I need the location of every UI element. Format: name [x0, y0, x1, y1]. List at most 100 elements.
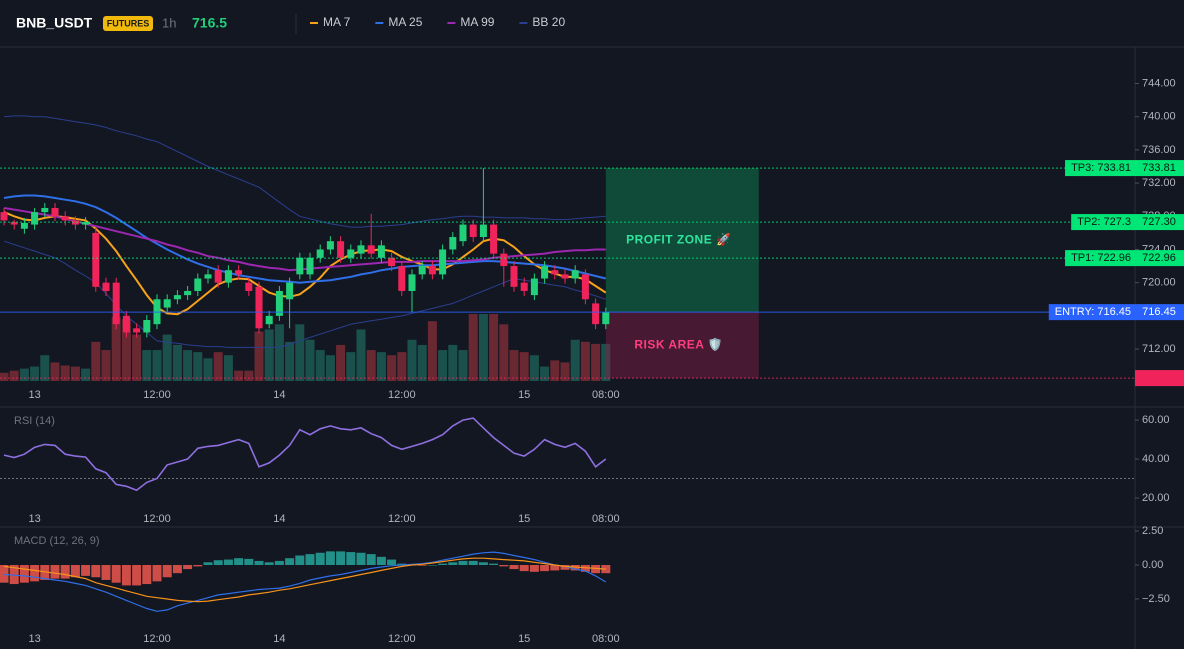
histogram-bar [305, 554, 315, 566]
legend-label: MA 99 [460, 15, 494, 29]
histogram-bar [346, 552, 356, 566]
histogram-bar [9, 565, 19, 585]
volume-bar [601, 343, 611, 381]
histogram-bar [111, 565, 121, 583]
volume-bar [101, 350, 111, 381]
volume-bar [40, 355, 50, 381]
candle-body [510, 266, 518, 287]
candle-body [10, 222, 18, 225]
x-tick-label: 14 [273, 513, 285, 525]
histogram-bar [223, 559, 233, 566]
volume-bar [417, 344, 427, 381]
histogram-bar [427, 565, 437, 566]
candle-body [122, 315, 130, 333]
volume-bar [468, 314, 478, 381]
volume-bar [152, 350, 162, 381]
zone-label: PROFIT ZONE 🚀 [626, 232, 731, 246]
histogram-bar [132, 565, 142, 586]
volume-bar [50, 362, 60, 381]
y-tick-label: 60.00 [1142, 414, 1170, 426]
histogram-bar [489, 563, 499, 566]
volume-bar [172, 344, 182, 381]
candle-body [82, 222, 90, 225]
volume-bar [397, 352, 407, 381]
volume-bar [336, 344, 346, 381]
x-tick-label: 13 [28, 389, 40, 401]
histogram-bar [448, 562, 458, 566]
macd-line [3, 557, 606, 603]
level-value: 733.81 [1142, 162, 1176, 174]
candle-body [102, 282, 110, 291]
volume-bar [407, 339, 417, 381]
candle-body [265, 315, 273, 325]
histogram-bar [366, 554, 376, 566]
candle-body [347, 249, 355, 258]
candle-body [418, 266, 426, 275]
histogram-bar [30, 565, 40, 582]
candle-body [398, 266, 406, 291]
histogram-bar [244, 558, 254, 566]
volume-bar [111, 317, 121, 381]
histogram-bar [254, 560, 264, 566]
volume-bar [529, 355, 539, 381]
x-tick-label: 08:00 [592, 513, 620, 525]
volume-bar [121, 319, 131, 381]
candle-body [224, 270, 232, 283]
y-tick-label: 732.00 [1142, 177, 1176, 189]
x-tick-label: 14 [273, 389, 285, 401]
candle-body [51, 207, 59, 217]
level-value: 716.45 [1142, 306, 1176, 318]
histogram-bar [60, 565, 70, 579]
volume-bar [570, 339, 580, 381]
histogram-bar [70, 565, 80, 578]
pane-title: MACD (12, 26, 9) [14, 535, 100, 547]
candle-body [479, 224, 487, 238]
volume-bar [19, 368, 29, 381]
level-label-bg [1048, 304, 1135, 321]
histogram-bar [458, 560, 468, 566]
volume-bar [295, 324, 305, 381]
level-label-bg [1065, 250, 1135, 267]
level-value: 722.96 [1142, 252, 1176, 264]
volume-bar [162, 334, 172, 381]
candle-body [31, 212, 39, 225]
histogram-bar [387, 559, 397, 566]
pane-title: RSI (14) [14, 415, 55, 427]
volume-bar [376, 352, 386, 381]
histogram-bar [295, 555, 305, 566]
candle-body [541, 266, 549, 279]
x-tick-label: 12:00 [143, 389, 171, 401]
candle-body [581, 274, 589, 300]
volume-bar [91, 341, 101, 381]
candle-body [592, 303, 600, 325]
candle-body [530, 278, 538, 296]
ma-line [3, 211, 607, 316]
level-value-bg [1135, 370, 1184, 387]
volume-bar [244, 370, 254, 381]
band-line [3, 240, 606, 348]
volume-bar [550, 360, 560, 381]
candle-body [296, 257, 304, 275]
histogram-bar [0, 565, 9, 583]
histogram-bar [509, 565, 519, 570]
legend-label: MA 25 [388, 15, 422, 29]
volume-bar [366, 350, 376, 381]
histogram-bar [499, 565, 509, 567]
level-value-bg [1135, 304, 1184, 321]
y-tick-label: 740.00 [1142, 111, 1176, 123]
candle-body [469, 224, 477, 238]
legend-label: MA 7 [323, 15, 351, 29]
volume-bar [81, 368, 91, 381]
candle-body [173, 295, 181, 300]
candle-body [367, 245, 375, 254]
zone [605, 312, 759, 379]
last-price: 716.5 [192, 15, 227, 31]
ma-line [3, 115, 606, 228]
volume-bar [591, 343, 601, 381]
x-tick-label: 13 [28, 633, 40, 645]
histogram-bar [570, 565, 580, 571]
candle-body [326, 241, 334, 250]
histogram-bar [213, 560, 223, 566]
